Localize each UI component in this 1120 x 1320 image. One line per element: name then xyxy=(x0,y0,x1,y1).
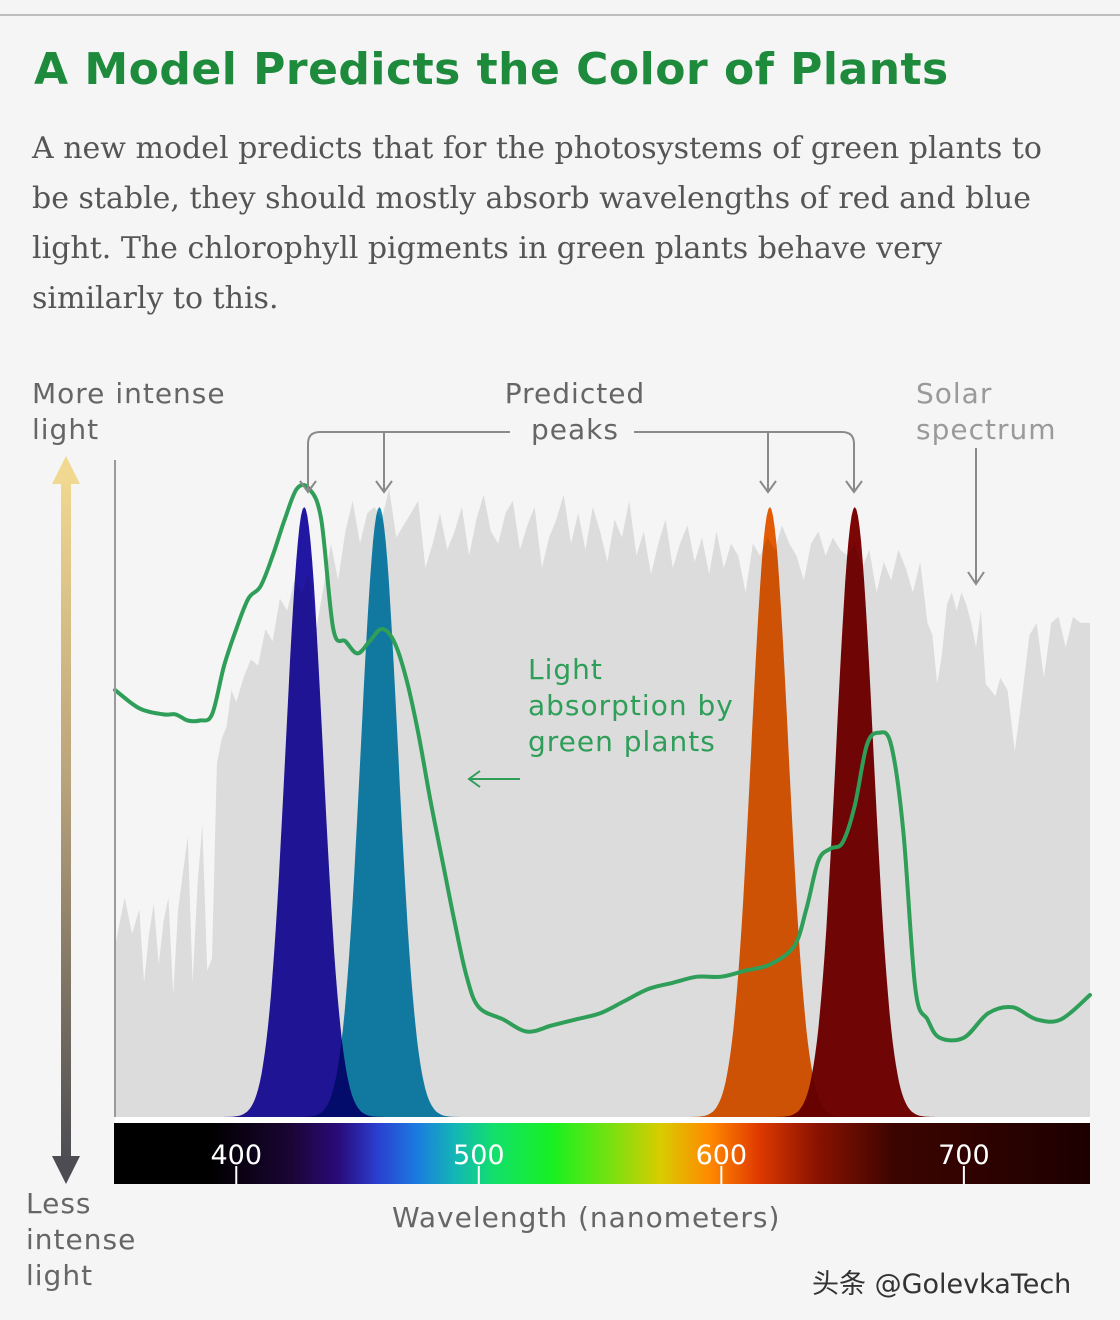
subtitle: A new model predicts that for the photos… xyxy=(32,131,1042,316)
intensity-arrow-up-head xyxy=(52,456,80,484)
absorption-curve xyxy=(113,482,1092,1043)
plot-area xyxy=(113,482,1092,1123)
absorption-pointer xyxy=(467,770,520,788)
x-tick-label-500: 500 xyxy=(453,1140,505,1171)
top-rule xyxy=(0,14,1120,16)
page-title: A Model Predicts the Color of Plants xyxy=(34,44,949,95)
intensity-arrow-shaft xyxy=(61,478,71,1162)
solar-pointer xyxy=(967,448,985,586)
absorption-label: Light absorption by green plants xyxy=(528,653,734,758)
plot-baseline xyxy=(115,1117,1090,1123)
y-label-more-intense: More intense light xyxy=(32,377,226,446)
peaks-bracket xyxy=(299,431,863,494)
x-tick-label-700: 700 xyxy=(938,1140,990,1171)
x-axis-label: Wavelength (nanometers) xyxy=(392,1201,781,1234)
watermark: 头条 @GolevkaTech xyxy=(812,1269,1072,1300)
x-axis-ticks: 400 500 600 700 xyxy=(210,1140,990,1184)
x-tick-label-600: 600 xyxy=(696,1140,748,1171)
solar-spectrum-label: Solar spectrum xyxy=(916,377,1057,446)
predicted-peak-459 xyxy=(284,507,475,1117)
x-tick-label-400: 400 xyxy=(210,1140,262,1171)
predicted-peaks-label: Predicted peaks xyxy=(504,377,646,446)
y-label-less-intense: Less intense light xyxy=(26,1187,137,1292)
predicted-peak-620 xyxy=(674,507,865,1117)
intensity-arrow-down-head xyxy=(52,1156,80,1184)
predicted-peak-428 xyxy=(209,507,400,1117)
wavelength-color-bar xyxy=(114,1123,1090,1184)
